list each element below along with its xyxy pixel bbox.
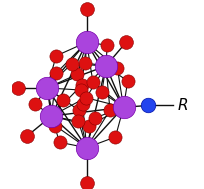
Point (85, 7, 88, 10)
Point (80, 89, 83, 92)
Point (114, 136, 117, 139)
Point (100, 91, 103, 94)
Point (108, 108, 112, 112)
Point (55, 72, 58, 75)
Point (25, 135, 29, 138)
Point (58, 141, 61, 144)
Point (84, 96, 88, 99)
Point (70, 62, 73, 65)
Point (45, 86, 49, 89)
Point (16, 86, 20, 89)
Point (76, 73, 79, 76)
Point (53, 124, 57, 127)
Point (126, 80, 129, 83)
Point (80, 84, 83, 87)
Point (81, 102, 84, 105)
Point (84, 61, 87, 64)
Text: R: R (177, 98, 188, 113)
Point (85, 41, 88, 44)
Point (50, 115, 53, 118)
Point (77, 120, 80, 123)
Point (62, 98, 65, 101)
Point (105, 44, 109, 47)
Point (104, 64, 108, 67)
Point (122, 106, 125, 109)
Point (146, 104, 150, 107)
Point (125, 41, 128, 44)
Point (93, 116, 96, 119)
Point (54, 54, 58, 57)
Point (85, 181, 88, 184)
Point (116, 66, 119, 69)
Point (85, 146, 88, 149)
Point (88, 124, 91, 127)
Point (77, 108, 80, 112)
Point (91, 80, 94, 83)
Point (34, 103, 37, 106)
